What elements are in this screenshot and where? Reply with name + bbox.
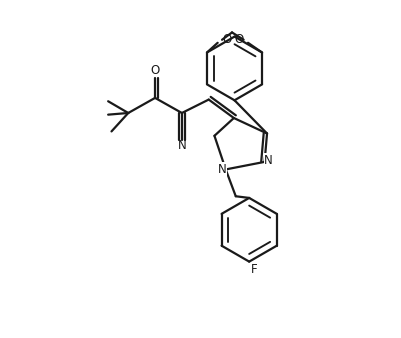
Text: O: O: [234, 32, 243, 46]
Text: F: F: [250, 264, 257, 276]
Text: N: N: [177, 139, 186, 152]
Text: N: N: [263, 154, 272, 167]
Text: O: O: [150, 64, 159, 77]
Text: O: O: [221, 32, 231, 46]
Text: N: N: [217, 163, 226, 176]
